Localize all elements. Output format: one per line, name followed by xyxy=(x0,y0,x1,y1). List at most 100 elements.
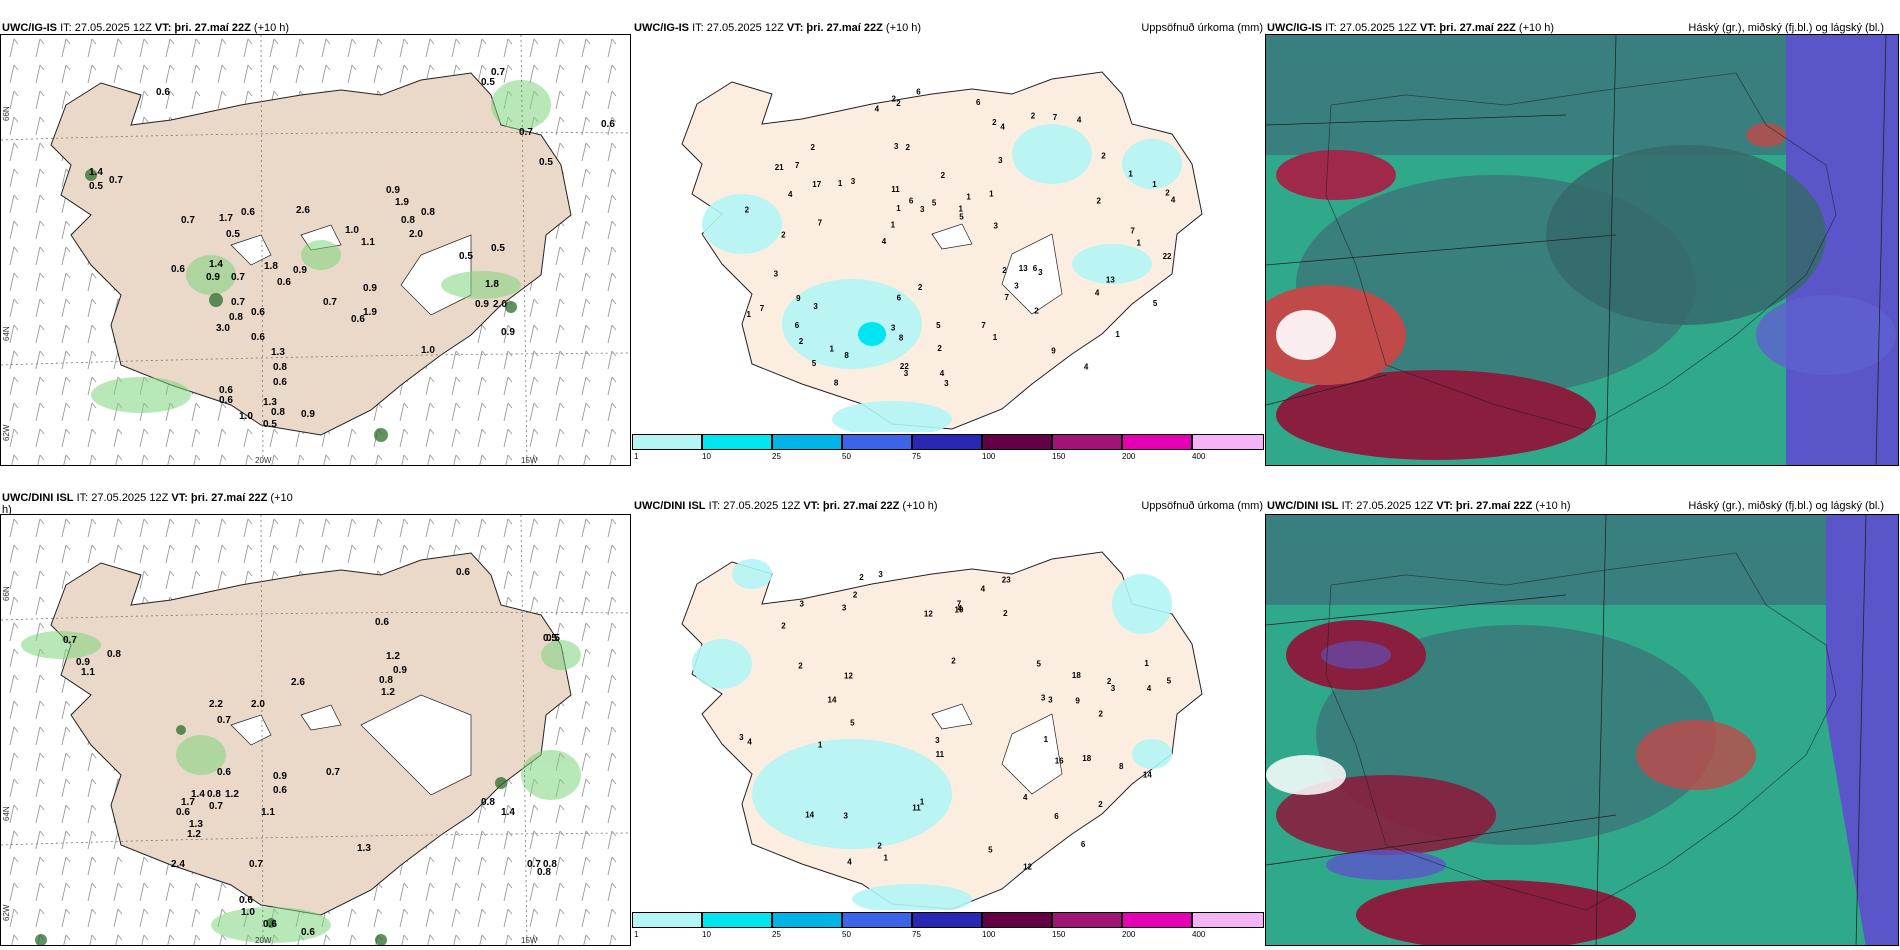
panel-title: UWC/DINI ISL IT: 27.05.2025 12Z VT: þri.… xyxy=(2,492,293,504)
precip-value-label: 2 xyxy=(892,95,897,104)
precip-value-label: 1 xyxy=(818,741,823,750)
wind-label: 0.7 xyxy=(323,297,337,308)
map-frame: 2 1 2 2 2 3 2 4 2 1 2 3 1 3 3 4 5 3 2 11 4 2 5 1 6 4 3 8 6 3 12 5 18 9 10 1… xyxy=(632,514,1264,910)
precip-value-label: 3 xyxy=(1041,694,1046,703)
wind-label: 2.0 xyxy=(251,699,265,710)
precip-value-label: 2 xyxy=(1003,609,1008,618)
precip-value-label: 1 xyxy=(959,204,964,213)
precip-value-label: 18 xyxy=(1072,671,1081,680)
wind-label: 0.8 xyxy=(107,649,121,660)
precip-value-label: 2 xyxy=(859,573,864,582)
wind-label: 0.8 xyxy=(229,312,243,323)
wind-label: 0.6 xyxy=(375,617,389,628)
colorbar-tick: 1 xyxy=(634,930,639,939)
lat-label: 66N xyxy=(2,586,11,601)
precip-value-label: 7 xyxy=(760,304,765,313)
wind-label: 0.9 xyxy=(76,657,90,668)
wind-label: 1.2 xyxy=(386,651,400,662)
precip-value-label: 13 xyxy=(1106,275,1115,284)
precip-value-label: 6 xyxy=(916,88,921,97)
precip-value-label: 5 xyxy=(850,719,855,728)
precip-value-label: 5 xyxy=(812,359,817,368)
wind-label: 0.5 xyxy=(263,419,277,430)
precip-value-label: 2 xyxy=(781,622,786,631)
precip-value-label: 3 xyxy=(944,379,949,388)
map-frame: 0.6 1.4 0.5 0.7 0.7 1.7 0.5 2.6 0.7 0.6 … xyxy=(0,34,631,466)
wind-label: 0.6 xyxy=(273,785,287,796)
precip-value-label: 9 xyxy=(1075,697,1080,706)
precip-value-label: 4 xyxy=(940,369,945,378)
precip-value-label: 2 xyxy=(798,661,803,670)
wind-label: 0.7 xyxy=(249,859,263,870)
wind-label: 0.6 xyxy=(219,395,233,406)
map-frame: 0.6 0.7 0.9 1.1 0.8 0.5 2.2 2.0 0.7 2.6 … xyxy=(0,514,631,946)
precip-value-label: 3 xyxy=(1014,281,1019,290)
wind-label: 0.9 xyxy=(301,409,315,420)
colorbar-tick: 25 xyxy=(772,930,781,939)
panel-precip-igis: UWC/IG-IS IT: 27.05.2025 12Z VT: þri. 27… xyxy=(632,0,1265,472)
precip-value-label: 5 xyxy=(932,199,937,208)
colorbar-tick: 1 xyxy=(634,452,639,461)
wind-label: 1.1 xyxy=(81,667,95,678)
precip-value-label: 1 xyxy=(1128,170,1133,179)
wind-label: 0.8 xyxy=(273,362,287,373)
precip-value-label: 4 xyxy=(981,584,986,593)
precip-value-label: 2 xyxy=(992,118,997,127)
wind-label: 0.7 xyxy=(109,175,123,186)
precip-value-label: 2 xyxy=(877,841,882,850)
precip-value-label: 2 xyxy=(811,143,816,152)
precip-value-label: 7 xyxy=(1053,113,1058,122)
wind-label: 1.1 xyxy=(261,807,275,818)
wind-label: 0.6 xyxy=(171,264,185,275)
colorbar-tick: 50 xyxy=(842,452,851,461)
lat-label: 62W xyxy=(2,424,11,441)
wind-label: 0.9 xyxy=(393,665,407,676)
colorbar-segment xyxy=(1192,434,1264,450)
precip-value-label: 6 xyxy=(1081,840,1086,849)
precip-value-label: 22 xyxy=(900,362,909,371)
precip-value-label: 4 xyxy=(847,858,852,867)
wind-label: 0.8 xyxy=(543,859,557,870)
wind-label: 2.0 xyxy=(409,229,423,240)
precip-value-label: 14 xyxy=(805,811,814,820)
wind-label: 0.9 xyxy=(293,265,307,276)
precip-value-label: 1 xyxy=(830,344,835,353)
precip-value-label: 6 xyxy=(909,196,914,205)
wind-label: 0.5 xyxy=(539,157,553,168)
precip-value-label: 3 xyxy=(891,324,896,333)
precip-value-label: 4 xyxy=(1084,363,1089,372)
precip-value-label: 3 xyxy=(994,222,999,231)
precip-value-label: 4 xyxy=(1095,289,1100,298)
precip-value-label: 1 xyxy=(920,798,925,807)
colorbar-segment xyxy=(912,434,982,450)
wind-label: 1.3 xyxy=(271,347,285,358)
precip-value-label: 3 xyxy=(998,156,1003,165)
wind-label: 1.2 xyxy=(187,829,201,840)
wind-label: 1.8 xyxy=(264,261,278,272)
wind-label: 0.7 xyxy=(326,767,340,778)
wind-label: 2.4 xyxy=(171,859,185,870)
precip-value-label: 3 xyxy=(920,205,925,214)
wind-label: 1.0 xyxy=(239,411,253,422)
precip-value-label: 2 xyxy=(781,230,786,239)
wind-label: 2.2 xyxy=(209,699,223,710)
colorbar-segment xyxy=(1052,912,1122,928)
precip-value-label: 5 xyxy=(1167,676,1172,685)
precip-value-label: 23 xyxy=(1002,575,1011,584)
wind-label: 0.5 xyxy=(459,251,473,262)
lat-label: 62W xyxy=(2,904,11,921)
precip-value-label: 1 xyxy=(1137,239,1142,248)
wind-label: 0.5 xyxy=(491,243,505,254)
wind-label: 1.1 xyxy=(361,237,375,248)
colorbar-tick: 10 xyxy=(702,930,711,939)
precip-value-label: 2 xyxy=(896,99,901,108)
colorbar-tick: 75 xyxy=(912,452,921,461)
precip-value-label: 8 xyxy=(834,379,839,388)
wind-label: 1.0 xyxy=(241,907,255,918)
precip-value-label: 2 xyxy=(799,337,804,346)
panel-subtitle: Uppsöfnuð úrkoma (mm) xyxy=(1141,22,1263,34)
precip-value-label: 6 xyxy=(1054,812,1059,821)
wind-label: 0.6 xyxy=(176,807,190,818)
precip-value-label: 5 xyxy=(1037,659,1042,668)
